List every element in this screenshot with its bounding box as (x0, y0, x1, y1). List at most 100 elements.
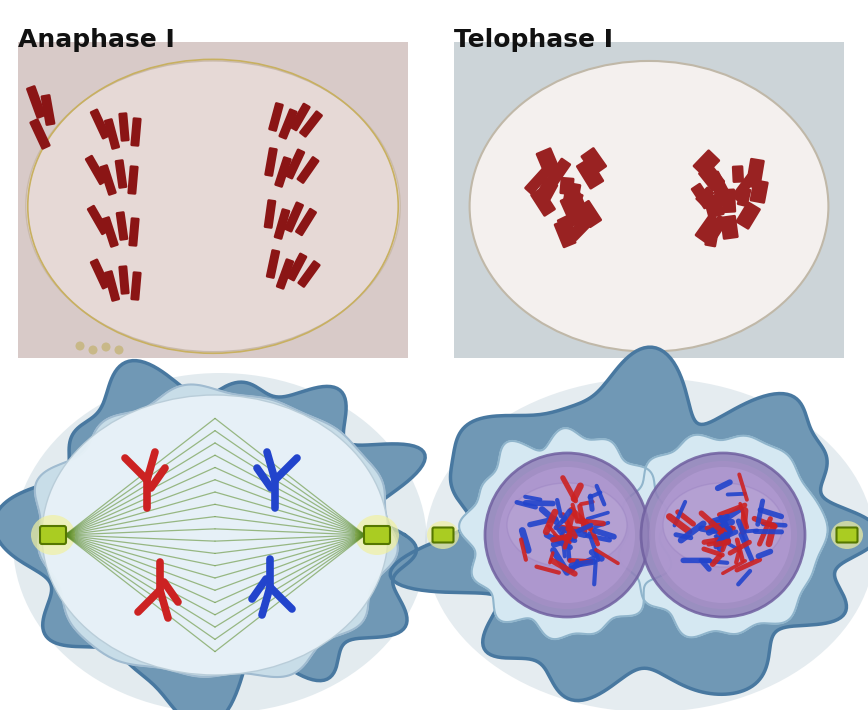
Bar (454, 42, 844, 358)
Text: Telophase I: Telophase I (454, 28, 613, 52)
Polygon shape (35, 385, 398, 677)
FancyBboxPatch shape (710, 170, 732, 200)
FancyBboxPatch shape (581, 147, 607, 175)
FancyBboxPatch shape (264, 147, 278, 177)
FancyBboxPatch shape (41, 94, 56, 126)
Ellipse shape (663, 483, 783, 567)
FancyBboxPatch shape (284, 202, 304, 233)
Ellipse shape (13, 373, 427, 710)
FancyBboxPatch shape (707, 215, 728, 238)
FancyBboxPatch shape (40, 526, 66, 544)
FancyBboxPatch shape (89, 109, 110, 140)
FancyBboxPatch shape (562, 182, 582, 207)
FancyBboxPatch shape (691, 182, 713, 209)
FancyBboxPatch shape (565, 199, 589, 226)
FancyBboxPatch shape (694, 214, 723, 245)
FancyBboxPatch shape (713, 180, 727, 206)
FancyBboxPatch shape (104, 271, 120, 302)
FancyBboxPatch shape (264, 200, 276, 229)
Ellipse shape (425, 378, 868, 710)
FancyBboxPatch shape (279, 109, 298, 140)
FancyBboxPatch shape (721, 188, 736, 213)
Polygon shape (0, 361, 425, 710)
FancyBboxPatch shape (118, 112, 129, 142)
FancyBboxPatch shape (99, 164, 116, 196)
FancyBboxPatch shape (268, 102, 284, 132)
Ellipse shape (355, 515, 399, 555)
Polygon shape (619, 435, 827, 638)
FancyBboxPatch shape (289, 103, 311, 131)
FancyBboxPatch shape (285, 148, 306, 180)
Ellipse shape (649, 461, 797, 609)
Ellipse shape (485, 453, 649, 617)
FancyBboxPatch shape (536, 147, 561, 177)
FancyBboxPatch shape (735, 202, 761, 230)
FancyBboxPatch shape (750, 179, 769, 204)
FancyBboxPatch shape (274, 156, 292, 187)
FancyBboxPatch shape (695, 187, 714, 205)
FancyBboxPatch shape (128, 165, 139, 195)
FancyBboxPatch shape (273, 208, 290, 240)
FancyBboxPatch shape (89, 258, 110, 290)
Ellipse shape (831, 521, 863, 549)
Ellipse shape (31, 515, 75, 555)
FancyBboxPatch shape (536, 178, 558, 203)
FancyBboxPatch shape (576, 200, 602, 228)
FancyBboxPatch shape (560, 195, 584, 227)
Ellipse shape (42, 395, 388, 675)
FancyBboxPatch shape (286, 253, 307, 281)
FancyBboxPatch shape (731, 173, 756, 202)
FancyBboxPatch shape (87, 204, 109, 235)
FancyBboxPatch shape (115, 159, 128, 189)
FancyBboxPatch shape (297, 156, 319, 184)
Ellipse shape (493, 461, 641, 609)
FancyBboxPatch shape (698, 163, 725, 192)
FancyBboxPatch shape (102, 217, 119, 248)
FancyBboxPatch shape (130, 117, 141, 147)
FancyBboxPatch shape (266, 249, 280, 279)
FancyBboxPatch shape (837, 528, 858, 542)
FancyBboxPatch shape (295, 208, 317, 236)
FancyBboxPatch shape (530, 187, 556, 217)
FancyBboxPatch shape (746, 158, 765, 189)
FancyBboxPatch shape (364, 526, 390, 544)
FancyBboxPatch shape (298, 260, 320, 288)
FancyBboxPatch shape (703, 193, 725, 219)
Circle shape (102, 342, 110, 351)
Ellipse shape (427, 521, 459, 549)
FancyBboxPatch shape (563, 187, 587, 214)
FancyBboxPatch shape (545, 158, 571, 188)
FancyBboxPatch shape (299, 110, 323, 138)
FancyBboxPatch shape (85, 155, 107, 185)
Ellipse shape (507, 483, 627, 567)
FancyBboxPatch shape (118, 266, 129, 295)
FancyBboxPatch shape (732, 165, 744, 183)
FancyBboxPatch shape (432, 528, 453, 542)
Ellipse shape (470, 61, 828, 351)
FancyBboxPatch shape (568, 214, 595, 241)
FancyBboxPatch shape (693, 149, 720, 178)
FancyBboxPatch shape (704, 217, 721, 247)
FancyBboxPatch shape (104, 118, 120, 150)
FancyBboxPatch shape (26, 85, 46, 119)
FancyBboxPatch shape (524, 167, 551, 195)
FancyBboxPatch shape (565, 190, 583, 213)
Circle shape (89, 346, 97, 354)
FancyBboxPatch shape (276, 258, 294, 290)
FancyBboxPatch shape (30, 119, 50, 150)
FancyBboxPatch shape (576, 158, 604, 190)
FancyBboxPatch shape (557, 215, 579, 243)
FancyBboxPatch shape (554, 219, 576, 248)
FancyBboxPatch shape (128, 217, 140, 246)
FancyBboxPatch shape (130, 271, 141, 301)
Polygon shape (391, 347, 868, 701)
FancyBboxPatch shape (559, 177, 575, 195)
FancyBboxPatch shape (737, 187, 752, 207)
FancyBboxPatch shape (720, 215, 739, 240)
Ellipse shape (26, 61, 400, 351)
Text: Anaphase I: Anaphase I (18, 28, 174, 52)
Ellipse shape (655, 467, 791, 603)
Ellipse shape (499, 467, 635, 603)
Ellipse shape (641, 453, 805, 617)
FancyBboxPatch shape (115, 211, 128, 241)
